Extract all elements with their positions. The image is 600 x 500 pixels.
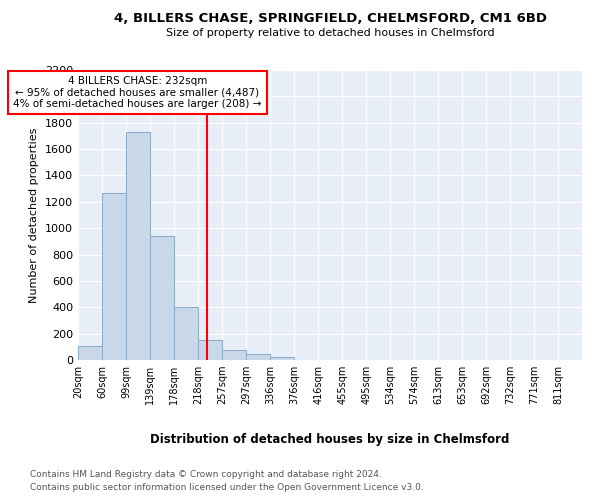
Bar [222, 350, 246, 360]
Text: Distribution of detached houses by size in Chelmsford: Distribution of detached houses by size … [151, 432, 509, 446]
Text: 4 BILLERS CHASE: 232sqm
← 95% of detached houses are smaller (4,487)
4% of semi-: 4 BILLERS CHASE: 232sqm ← 95% of detache… [13, 76, 262, 109]
Bar [198, 340, 222, 360]
Text: Size of property relative to detached houses in Chelmsford: Size of property relative to detached ho… [166, 28, 494, 38]
Bar [102, 193, 126, 360]
Bar [174, 306, 198, 360]
Bar [126, 132, 150, 360]
Text: 4, BILLERS CHASE, SPRINGFIELD, CHELMSFORD, CM1 6BD: 4, BILLERS CHASE, SPRINGFIELD, CHELMSFOR… [113, 12, 547, 26]
Bar [78, 346, 102, 360]
Bar [150, 236, 174, 360]
Bar [270, 356, 294, 360]
Text: Contains public sector information licensed under the Open Government Licence v3: Contains public sector information licen… [30, 482, 424, 492]
Y-axis label: Number of detached properties: Number of detached properties [29, 128, 40, 302]
Bar [246, 354, 270, 360]
Text: Contains HM Land Registry data © Crown copyright and database right 2024.: Contains HM Land Registry data © Crown c… [30, 470, 382, 479]
